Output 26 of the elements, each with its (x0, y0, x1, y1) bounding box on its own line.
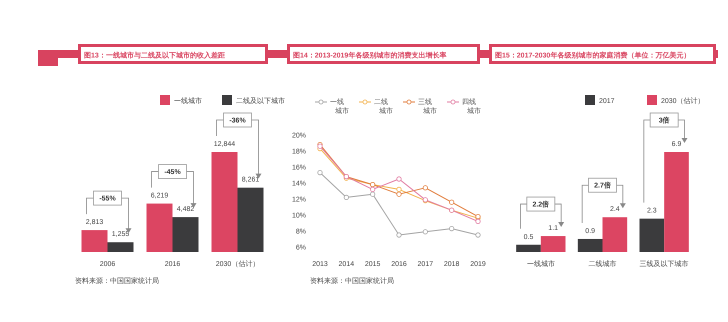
bar (212, 152, 238, 252)
point (475, 218, 481, 224)
bar (578, 238, 602, 252)
bar (108, 242, 134, 252)
point (449, 226, 454, 232)
point (344, 194, 349, 200)
point (396, 186, 402, 192)
point (396, 192, 402, 197)
point (396, 232, 402, 238)
bar (146, 204, 172, 252)
point (396, 176, 402, 182)
point (370, 186, 376, 192)
bar (540, 236, 566, 252)
bar (516, 244, 541, 252)
bar (82, 230, 108, 252)
point (422, 185, 428, 190)
bar (172, 217, 198, 252)
point (317, 170, 323, 176)
point (422, 229, 428, 234)
point (370, 192, 376, 197)
bar (238, 188, 264, 252)
point (449, 200, 454, 205)
bar (602, 217, 628, 252)
bar (640, 218, 664, 252)
bar (664, 152, 689, 252)
point (475, 232, 481, 238)
